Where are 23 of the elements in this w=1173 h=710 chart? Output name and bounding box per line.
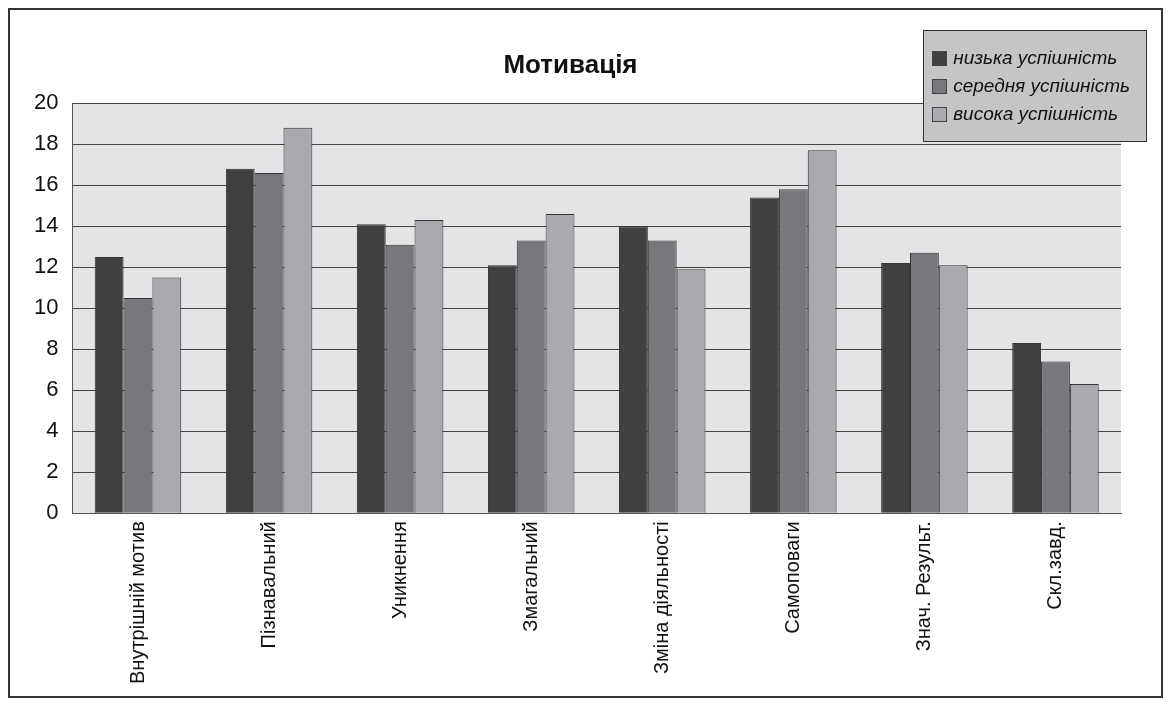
y-tick-label: 16 [33, 171, 59, 197]
y-tick-label: 10 [33, 294, 59, 320]
x-tick-label: Змагальний [518, 521, 541, 632]
x-tick-label: Самоповаги [780, 521, 803, 634]
x-tick-label: Скл.завд. [1042, 521, 1065, 610]
y-tick-label: 6 [46, 376, 59, 402]
x-tick-label: Знач. Результ. [911, 521, 934, 652]
legend-label: низька успішність [953, 47, 1118, 69]
y-tick-label: 20 [33, 89, 59, 115]
chart-title: Мотивація [503, 48, 638, 79]
x-tick-label: Зміна діяльності [649, 521, 672, 675]
x-tick-label: Уникнення [387, 521, 410, 620]
legend-label: середня успішність [953, 75, 1130, 97]
y-tick-label: 8 [46, 335, 59, 361]
y-tick-label: 18 [33, 130, 59, 156]
x-tick-label: Внутрішній мотив [125, 521, 148, 684]
y-tick-label: 2 [46, 458, 59, 484]
y-tick-label: 0 [46, 499, 59, 525]
x-tick-label: Пізнавальний [256, 521, 279, 649]
y-tick-label: 14 [33, 212, 59, 238]
y-tick-label: 12 [33, 253, 59, 279]
y-tick-label: 4 [46, 417, 59, 443]
legend-label: висока успішність [953, 103, 1118, 125]
